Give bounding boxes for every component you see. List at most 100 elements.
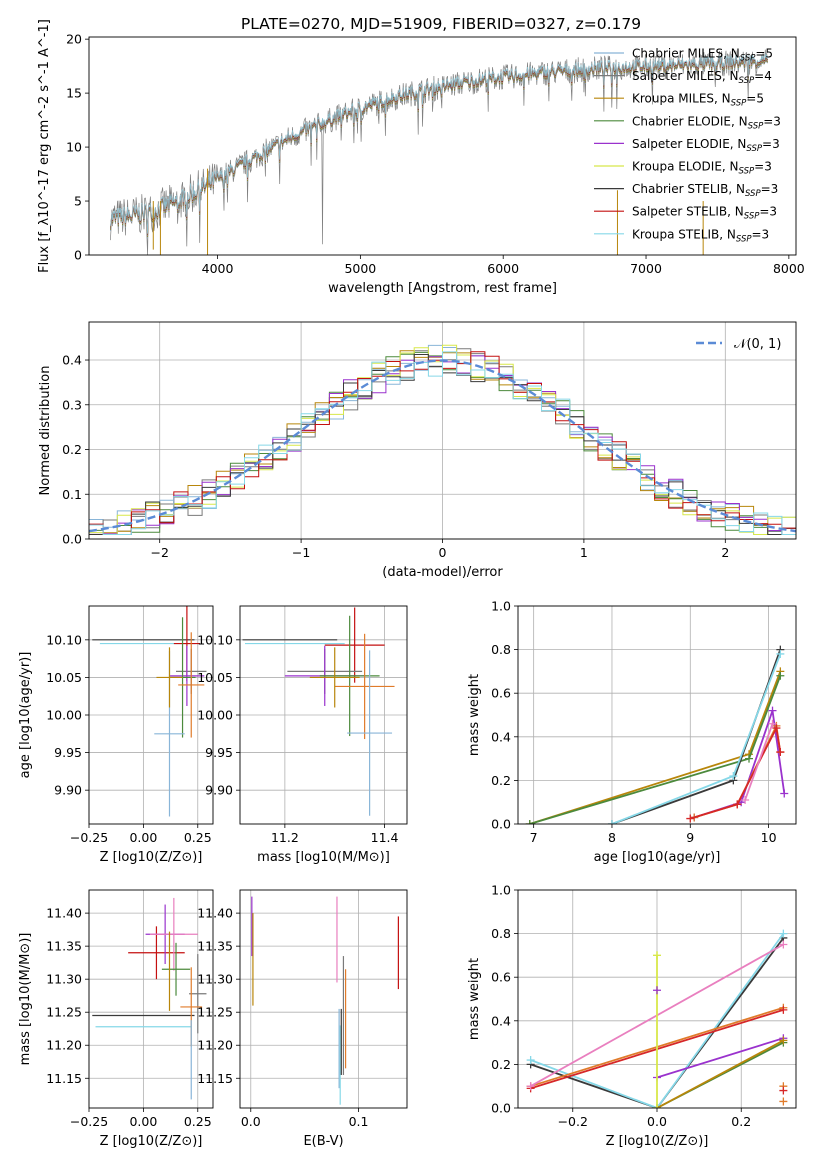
x-axis-label: Z [log10(Z/Z⊙)] (100, 850, 203, 865)
y-tick-label: 0.2 (491, 1057, 511, 1072)
plot-area (110, 49, 768, 255)
y-tick-label: 11.35 (197, 939, 233, 954)
plus-marker (741, 796, 750, 805)
legend-label: Chabrier ELODIE, NSSP=3 (632, 114, 781, 131)
y-tick-label: 11.40 (46, 906, 82, 921)
plot-area (242, 607, 395, 816)
weight-line (744, 723, 774, 801)
x-tick-label: 4000 (202, 261, 234, 276)
y-axis-label: mass [log10(M/M⊙)] (18, 933, 33, 1066)
y-tick-label: 10.10 (197, 632, 233, 647)
plus-marker (779, 929, 788, 938)
plot-area (92, 897, 207, 1100)
y-tick-label: 0.0 (491, 1101, 511, 1116)
axes-age_vs_Z: −0.25 0.00 0.25 9.90 9.95 10.00 10.05 10.10 Z [l… (18, 605, 214, 865)
y-tick-label: 0.4 (62, 353, 82, 368)
axes-frame (88, 889, 214, 1109)
axes-residuals: −2 −1 0 1 2 0.0 0.1 0.2 0.3 0.4 (data-model)/error… (38, 321, 797, 580)
x-axis-label: E(B-V) (303, 1134, 343, 1149)
y-axis-label: Flux [f_λ10^-17 erg cm^-2 s^-1 A^-1] (37, 19, 52, 273)
y-tick-label: 10.05 (197, 670, 233, 685)
legend-text: Kroupa STELIB, N (632, 227, 736, 241)
plus-marker (779, 1036, 788, 1045)
legend-label: Chabrier STELIB, NSSP=3 (632, 182, 778, 199)
plus-marker (776, 649, 785, 658)
x-tick-label: 2 (721, 545, 729, 560)
x-tick-label: 0.25 (184, 830, 212, 845)
plus-marker (733, 800, 742, 809)
y-axis-label: Normed distribution (38, 366, 53, 496)
y-tick-label: 0.0 (491, 817, 511, 832)
legend-text: Salpeter STELIB, N (632, 205, 744, 219)
plus-marker (653, 986, 661, 995)
x-tick-label: 7 (530, 830, 538, 845)
y-tick-label: 9.95 (205, 745, 233, 760)
x-tick-label: −2 (150, 545, 168, 560)
y-tick-label: 0.4 (491, 729, 511, 744)
legend-subscript: SSP (740, 54, 756, 64)
plus-marker (779, 1097, 788, 1106)
y-tick-label: 0 (74, 248, 82, 263)
y-tick-label: 0.1 (62, 487, 82, 502)
plus-marker (780, 789, 789, 798)
y-tick-label: 0.2 (62, 442, 82, 457)
y-tick-label: 1.0 (491, 599, 511, 614)
axes-weight_vs_Z: −0.2 0.0 0.2 0.0 0.2 0.4 0.6 0.8 1.0 Z [log10(Z/Z… (467, 883, 797, 1149)
y-tick-label: 0.3 (62, 397, 82, 412)
x-tick-label: 7000 (630, 261, 662, 276)
normal-curve (89, 359, 796, 533)
x-tick-label: 11.2 (271, 830, 299, 845)
plus-marker (526, 1056, 535, 1065)
x-tick-label: 11.4 (371, 830, 399, 845)
x-tick-label: 10 (761, 830, 777, 845)
axes-mass_vs_Z: −0.25 0.00 0.25 11.15 11.20 11.25 11.30 11.35 11… (18, 889, 214, 1149)
plus-marker (525, 820, 534, 824)
legend-subscript: SSP (744, 212, 760, 222)
legend-text: =3 (763, 114, 781, 128)
axes-frame (517, 889, 797, 1109)
y-axis-label: mass weight (467, 958, 482, 1040)
weight-line (656, 1039, 784, 1108)
axes-age_vs_mass: 11.2 11.4 9.90 9.95 10.00 10.05 10.10 mass [log… (197, 605, 408, 865)
legend-subscript: SSP (736, 234, 752, 244)
y-tick-label: 10.10 (46, 632, 82, 647)
x-tick-label: 0.00 (129, 1114, 157, 1129)
plot-area (92, 606, 207, 817)
x-axis-label: Z [log10(Z/Z⊙)] (100, 1134, 203, 1149)
x-tick-label: −0.25 (70, 1114, 108, 1129)
plot-area (89, 344, 796, 535)
y-tick-label: 11.15 (197, 1071, 233, 1086)
x-tick-label: 8000 (773, 261, 805, 276)
legend-text: Kroupa MILES, N (632, 92, 731, 106)
legend-text: Chabrier STELIB, N (632, 182, 745, 196)
model-line (110, 53, 768, 234)
x-tick-label: 5000 (344, 261, 376, 276)
y-tick-label: 11.15 (46, 1071, 82, 1086)
figure-title: PLATE=0270, MJD=51909, FIBERID=0327, z=0… (241, 15, 641, 33)
plot-area (525, 645, 789, 824)
x-axis-label: Z [log10(Z/Z⊙)] (606, 1134, 709, 1149)
x-tick-label: 0.0 (647, 1114, 667, 1129)
x-tick-label: 8 (608, 830, 616, 845)
x-tick-label: 0.25 (184, 1114, 212, 1129)
weight-line (656, 1037, 784, 1079)
y-axis-label: age [log10(age/yr)] (18, 652, 33, 779)
plus-marker (745, 754, 754, 763)
legend-text: =4 (754, 69, 772, 83)
y-tick-label: 10.05 (46, 670, 82, 685)
legend-label: Salpeter MILES, NSSP=4 (632, 69, 772, 86)
x-tick-label: −0.25 (70, 830, 108, 845)
y-axis-label: mass weight (467, 674, 482, 756)
legend-label: 𝒩(0, 1) (734, 337, 781, 352)
y-tick-label: 10.00 (197, 708, 233, 723)
y-tick-label: 0.8 (491, 642, 511, 657)
y-tick-label: 9.95 (54, 745, 82, 760)
legend-label: Kroupa MILES, NSSP=5 (632, 92, 764, 109)
y-tick-label: 11.40 (197, 906, 233, 921)
x-axis-label: wavelength [Angstrom, rest frame] (328, 281, 557, 296)
plus-marker (768, 706, 777, 715)
legend-label: Kroupa STELIB, NSSP=3 (632, 227, 769, 244)
x-tick-label: 9 (686, 830, 694, 845)
plus-marker (653, 951, 661, 960)
y-tick-label: 20 (66, 32, 82, 47)
